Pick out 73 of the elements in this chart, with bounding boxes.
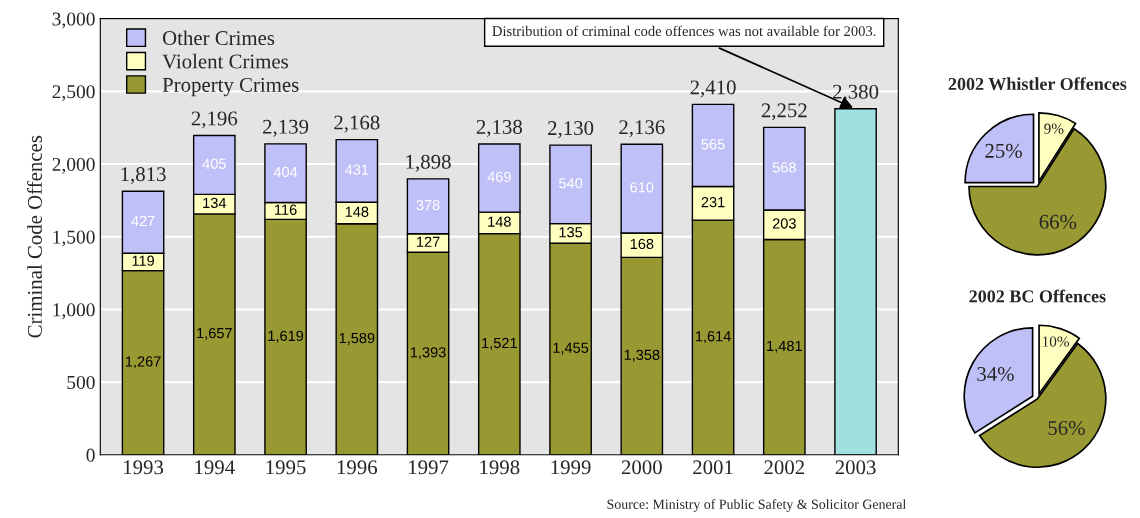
y-tick-label: 500 — [67, 375, 95, 390]
total-label: 2,136 — [619, 120, 665, 138]
data-label: 1,358 — [624, 349, 660, 362]
x-tick-label: 1996 — [337, 460, 378, 475]
data-label: 119 — [132, 255, 155, 266]
data-label: 378 — [416, 199, 440, 211]
x-tick-label: 1993 — [124, 460, 164, 475]
x-tick-label: 1995 — [266, 460, 306, 475]
y-tick-label: 2,000 — [52, 157, 95, 174]
data-label: 34% — [977, 366, 1014, 382]
x-tick-label: 2000 — [621, 460, 662, 475]
y-tick-label: 2,500 — [52, 85, 95, 102]
total-label: 2,130 — [548, 121, 594, 139]
x-tick-label: 2001 — [693, 460, 733, 475]
legend-label: Violent Crimes — [162, 53, 288, 69]
data-label: 127 — [417, 236, 440, 247]
data-label: 1,589 — [339, 332, 375, 345]
data-label: 1,455 — [553, 342, 589, 355]
total-label: 2,410 — [690, 80, 736, 98]
data-label: 116 — [275, 204, 297, 215]
x-tick-label: 2002 — [764, 460, 804, 475]
total-label: 2,380 — [833, 84, 879, 102]
x-tick-label: 1997 — [409, 460, 449, 475]
data-label: 1,614 — [695, 331, 731, 344]
chart-title: 2002 BC Offences — [969, 289, 1106, 303]
data-label: 565 — [701, 139, 725, 150]
data-label: 148 — [488, 216, 511, 227]
data-label: 1,481 — [767, 340, 802, 353]
y-tick-label: 0 — [86, 448, 95, 462]
legend-label: Property Crimes — [162, 77, 299, 97]
annotation: Distribution of criminal code offences was not available for 2003. — [492, 25, 876, 37]
data-label: 405 — [202, 158, 226, 169]
data-label: 9% — [1044, 123, 1064, 134]
data-label: 1,521 — [482, 337, 517, 350]
data-label: 231 — [701, 196, 725, 208]
data-label: 540 — [558, 177, 583, 189]
data-label: 404 — [273, 166, 298, 178]
data-label: 469 — [487, 171, 511, 182]
data-label: 25% — [985, 143, 1022, 158]
data-label: 168 — [630, 238, 654, 250]
data-label: 134 — [203, 197, 227, 209]
total-label: 2,138 — [476, 119, 522, 137]
data-label: 431 — [344, 164, 369, 175]
x-tick-label: 2003 — [835, 460, 876, 475]
total-label: 1,898 — [406, 154, 451, 172]
data-label: 1,657 — [197, 327, 232, 340]
y-axis-title: Criminal Code Offences — [27, 135, 42, 338]
data-label: 568 — [772, 162, 796, 173]
y-tick-label: 1,000 — [53, 303, 95, 320]
source-note: Source: Ministry of Public Safety & Solicitor General — [607, 499, 907, 512]
data-label: 135 — [559, 227, 583, 238]
total-label: 2,168 — [334, 115, 380, 133]
data-label: 427 — [131, 215, 155, 227]
data-label: 66% — [1039, 214, 1077, 229]
y-tick-label: 1,500 — [53, 230, 95, 247]
data-label: 1,619 — [268, 330, 304, 343]
total-label: 2,139 — [263, 119, 309, 137]
x-tick-label: 1999 — [551, 460, 591, 475]
data-label: 10% — [1042, 336, 1070, 347]
data-label: 148 — [345, 206, 369, 217]
total-label: 2,196 — [191, 111, 238, 129]
legend-label: Other Crimes — [162, 30, 275, 46]
y-tick-label: 3,000 — [52, 12, 95, 29]
data-label: 1,267 — [125, 356, 161, 369]
chart-title: 2002 Whistler Offences — [948, 77, 1127, 91]
data-label: 56% — [1048, 420, 1085, 436]
x-tick-label: 1998 — [480, 460, 520, 475]
data-label: 610 — [630, 182, 654, 193]
total-label: 2,252 — [761, 103, 807, 121]
x-tick-label: 1994 — [195, 460, 235, 475]
total-label: 1,813 — [121, 167, 166, 185]
data-label: 203 — [772, 218, 796, 229]
data-label: 1,393 — [410, 347, 446, 360]
